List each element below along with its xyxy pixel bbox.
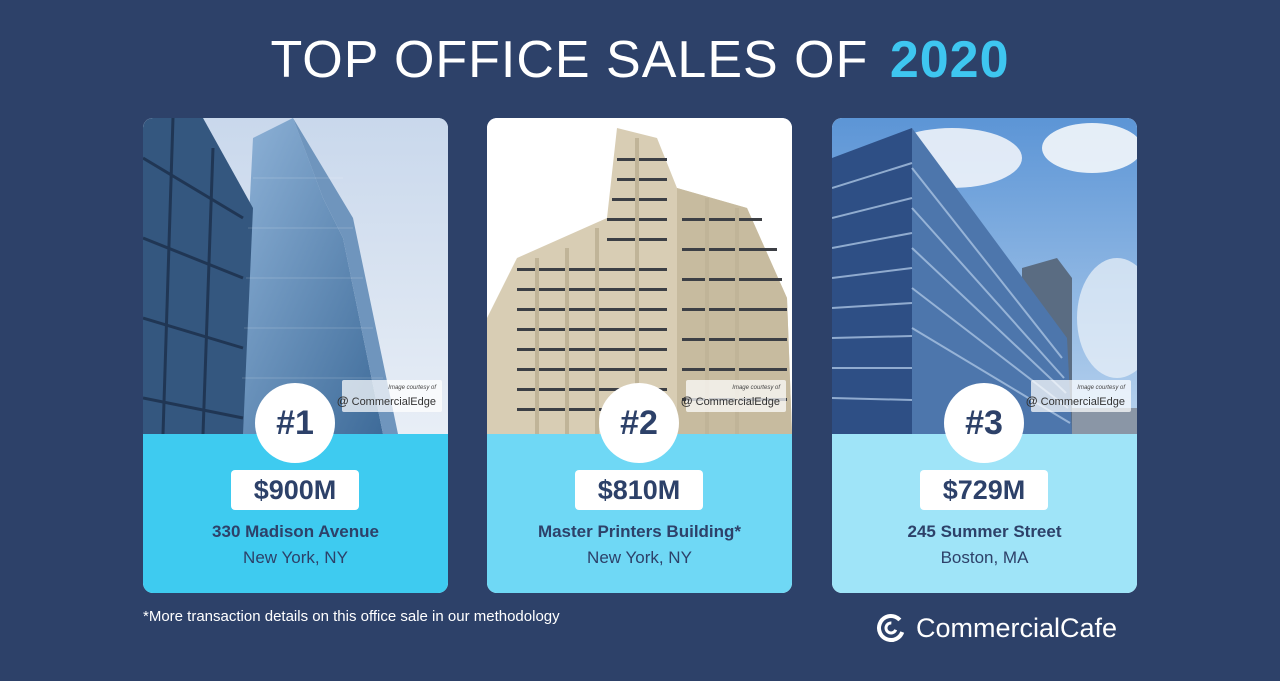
image-credit-2: Image courtesy of @ CommercialEdge xyxy=(681,380,786,412)
property-city-1: New York, NY xyxy=(243,548,348,567)
credit-caption: Image courtesy of xyxy=(732,385,780,391)
sale-card-2: Image courtesy of @ CommercialEdge #2 $81… xyxy=(487,118,792,593)
image-credit-3: Image courtesy of @ CommercialEdge xyxy=(1026,380,1131,412)
credit-brand-text: CommercialEdge xyxy=(1040,396,1125,408)
price-tag-2: $810M xyxy=(575,470,703,510)
commercialedge-icon: @ xyxy=(336,394,349,408)
page-title: TOP OFFICE SALES OF 2020 xyxy=(0,30,1280,90)
rank-badge-3: #3 xyxy=(944,383,1024,463)
credit-caption: Image courtesy of xyxy=(388,385,436,391)
commercialcafe-icon xyxy=(877,614,905,642)
commercialcafe-logo: CommercialCafe xyxy=(876,610,1117,646)
credit-brand: @ CommercialEdge xyxy=(681,394,780,408)
property-city-2: New York, NY xyxy=(587,548,692,567)
credit-brand-text: CommercialEdge xyxy=(351,396,436,408)
property-name-1: 330 Madison Avenue xyxy=(212,522,379,541)
property-city-3: Boston, MA xyxy=(940,548,1029,567)
rank-badge-2: #2 xyxy=(599,383,679,463)
commercialedge-icon: @ xyxy=(1025,394,1038,408)
price-tag-1: $900M xyxy=(231,470,359,510)
sale-card-3: Image courtesy of @ CommercialEdge #3 $72… xyxy=(832,118,1137,593)
property-name-3: 245 Summer Street xyxy=(907,522,1062,541)
title-main: TOP OFFICE SALES OF xyxy=(270,31,869,89)
property-name-2: Master Printers Building* xyxy=(537,522,742,541)
commercialedge-icon: @ xyxy=(680,394,693,408)
logo-text: CommercialCafe xyxy=(916,612,1118,643)
image-credit-1: Image courtesy of @ CommercialEdge xyxy=(337,380,442,412)
rank-badge-1: #1 xyxy=(255,383,335,463)
methodology-footnote: *More transaction details on this office… xyxy=(143,608,560,625)
title-year: 2020 xyxy=(889,31,1010,89)
price-tag-3: $729M xyxy=(920,470,1048,510)
credit-caption: Image courtesy of xyxy=(1077,385,1125,391)
sale-card-1: Image courtesy of @ CommercialEdge #1 $90… xyxy=(143,118,448,593)
building-photo-1 xyxy=(143,118,448,434)
credit-brand: @ CommercialEdge xyxy=(337,394,436,408)
credit-brand: @ CommercialEdge xyxy=(1026,394,1125,408)
credit-brand-text: CommercialEdge xyxy=(695,396,780,408)
